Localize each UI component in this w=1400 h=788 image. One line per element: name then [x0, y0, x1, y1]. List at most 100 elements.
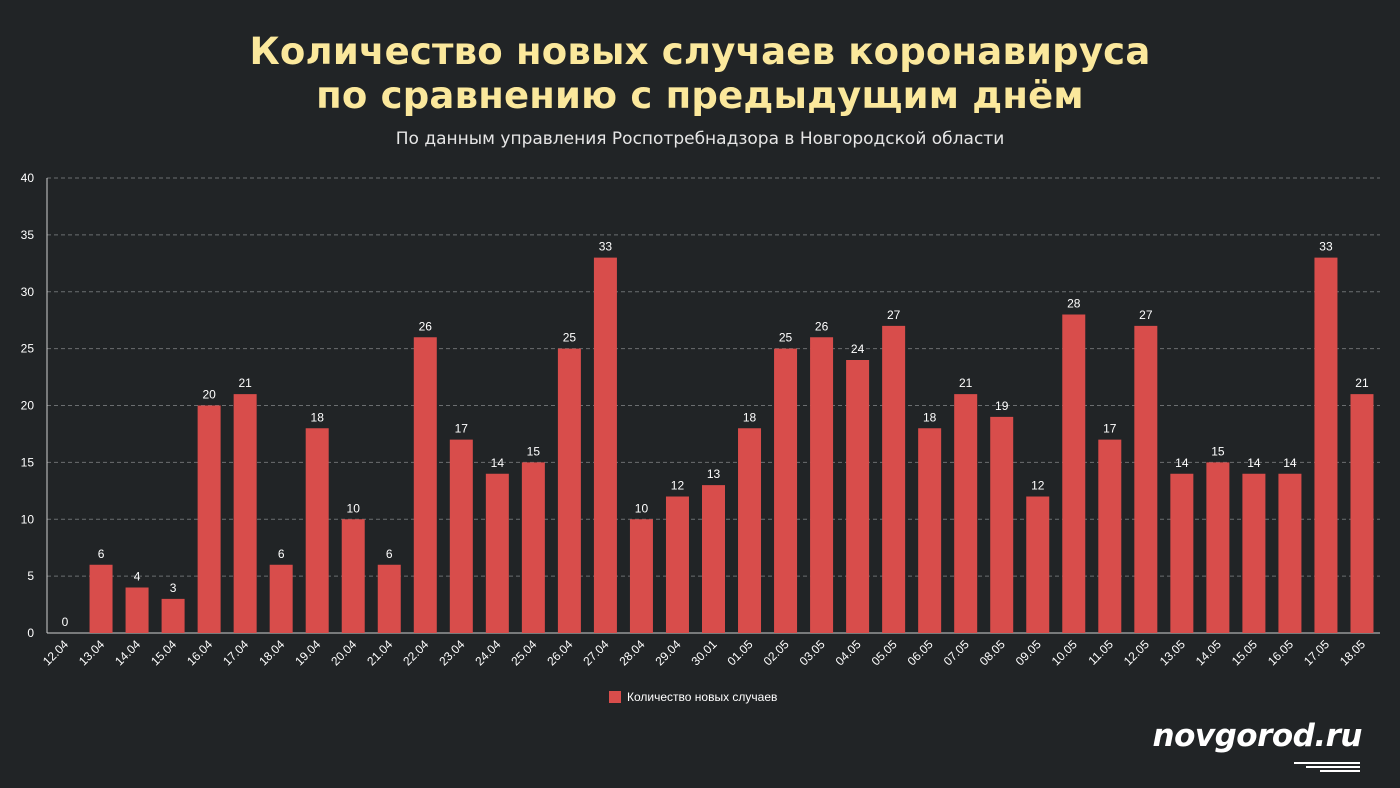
bar-value-label: 26: [419, 319, 433, 333]
bar: [521, 462, 545, 633]
bar-value-label: 18: [311, 410, 325, 424]
x-tick-label: 29.04: [652, 637, 683, 668]
bar-value-label: 19: [995, 399, 1009, 413]
y-tick-label: 0: [27, 626, 34, 640]
x-tick-label: 05.05: [869, 637, 900, 668]
x-tick-label: 08.05: [977, 637, 1008, 668]
bar: [665, 496, 689, 633]
x-tick-label: 23.04: [436, 637, 467, 668]
bar-value-label: 13: [707, 467, 721, 481]
bar-value-label: 33: [599, 240, 613, 254]
bar: [990, 416, 1014, 633]
y-tick-label: 15: [21, 455, 35, 469]
bar: [413, 337, 437, 633]
x-tick-label: 25.04: [508, 637, 539, 668]
x-tick-label: 09.05: [1013, 637, 1044, 668]
bar-value-label: 25: [563, 331, 577, 345]
bar: [449, 439, 473, 633]
x-tick-label: 18.05: [1337, 637, 1368, 668]
x-tick-label: 20.04: [328, 637, 359, 668]
x-tick-label: 06.05: [905, 637, 936, 668]
bar-value-label: 21: [959, 376, 973, 390]
bar-value-label: 14: [491, 456, 505, 470]
bar: [1350, 394, 1374, 633]
bar-value-label: 25: [779, 331, 793, 345]
bar: [269, 564, 293, 633]
bar: [846, 360, 870, 633]
x-tick-label: 12.04: [40, 637, 71, 668]
bar-value-label: 21: [1355, 376, 1369, 390]
bar-value-label: 28: [1067, 297, 1081, 311]
x-tick-label: 22.04: [400, 637, 431, 668]
x-tick-label: 15.04: [148, 637, 179, 668]
bar: [1314, 257, 1338, 633]
bar-value-label: 24: [851, 342, 865, 356]
bar-value-label: 21: [238, 376, 252, 390]
bar-value-label: 10: [635, 501, 649, 515]
bar: [629, 519, 653, 633]
y-tick-label: 5: [27, 569, 34, 583]
bar: [1062, 314, 1086, 633]
brand-swoosh-icon: [1294, 762, 1360, 772]
bar-value-label: 18: [743, 410, 757, 424]
bar: [89, 564, 113, 633]
bar-value-label: 14: [1175, 456, 1189, 470]
bar: [774, 348, 798, 633]
x-tick-label: 26.04: [544, 637, 575, 668]
bar: [1242, 473, 1266, 633]
bar: [702, 485, 725, 633]
x-tick-label: 03.05: [797, 637, 828, 668]
bar-value-label: 14: [1283, 456, 1297, 470]
brand-logo-text: novgorod.ru: [1152, 718, 1363, 754]
chart-title-line-2: по сравнению с предыдущим днём: [316, 74, 1084, 117]
x-tick-label: 14.05: [1193, 637, 1224, 668]
bar-value-label: 18: [923, 410, 937, 424]
x-tick-label: 30.01: [688, 637, 719, 668]
x-tick-label: 18.04: [256, 637, 287, 668]
bar-value-label: 27: [887, 308, 901, 322]
bar: [1206, 462, 1230, 633]
bar-value-label: 0: [62, 615, 69, 629]
x-tick-label: 28.04: [616, 637, 647, 668]
bar-value-label: 15: [1211, 444, 1225, 458]
x-tick-label: 14.04: [112, 637, 143, 668]
bar-value-label: 17: [455, 422, 469, 436]
bar-value-label: 33: [1319, 240, 1333, 254]
bar-value-label: 10: [347, 501, 361, 515]
bar-value-label: 20: [202, 388, 216, 402]
bar: [918, 428, 942, 633]
x-tick-label: 01.05: [725, 637, 756, 668]
bar: [557, 348, 581, 633]
bar: [1170, 473, 1194, 633]
bar-value-label: 27: [1139, 308, 1153, 322]
bar: [305, 428, 329, 633]
y-tick-label: 40: [21, 171, 35, 185]
bar-value-label: 15: [527, 444, 541, 458]
bar: [233, 394, 257, 633]
bar: [1278, 473, 1302, 633]
bar-value-label: 26: [815, 319, 829, 333]
brand-logo: novgorod.ru: [1152, 718, 1363, 772]
bar-value-label: 6: [386, 547, 393, 561]
bar-value-label: 3: [170, 581, 177, 595]
bar-value-label: 6: [98, 547, 105, 561]
bar: [1098, 439, 1122, 633]
x-tick-label: 19.04: [292, 637, 323, 668]
x-tick-label: 07.05: [941, 637, 972, 668]
bar-value-label: 12: [1031, 479, 1045, 493]
bar: [882, 325, 906, 633]
bar: [377, 564, 401, 633]
y-tick-label: 35: [21, 228, 35, 242]
bar: [161, 598, 185, 633]
bar: [954, 394, 978, 633]
legend-swatch: [609, 691, 621, 703]
bar: [485, 473, 509, 633]
x-tick-label: 16.04: [184, 637, 215, 668]
bar: [125, 587, 149, 633]
x-tick-label: 13.05: [1157, 637, 1188, 668]
x-tick-label: 17.05: [1301, 637, 1332, 668]
chart-subtitle: По данным управления Роспотребнадзора в …: [395, 129, 1005, 149]
bar-value-label: 12: [671, 479, 685, 493]
bar: [1134, 325, 1158, 633]
